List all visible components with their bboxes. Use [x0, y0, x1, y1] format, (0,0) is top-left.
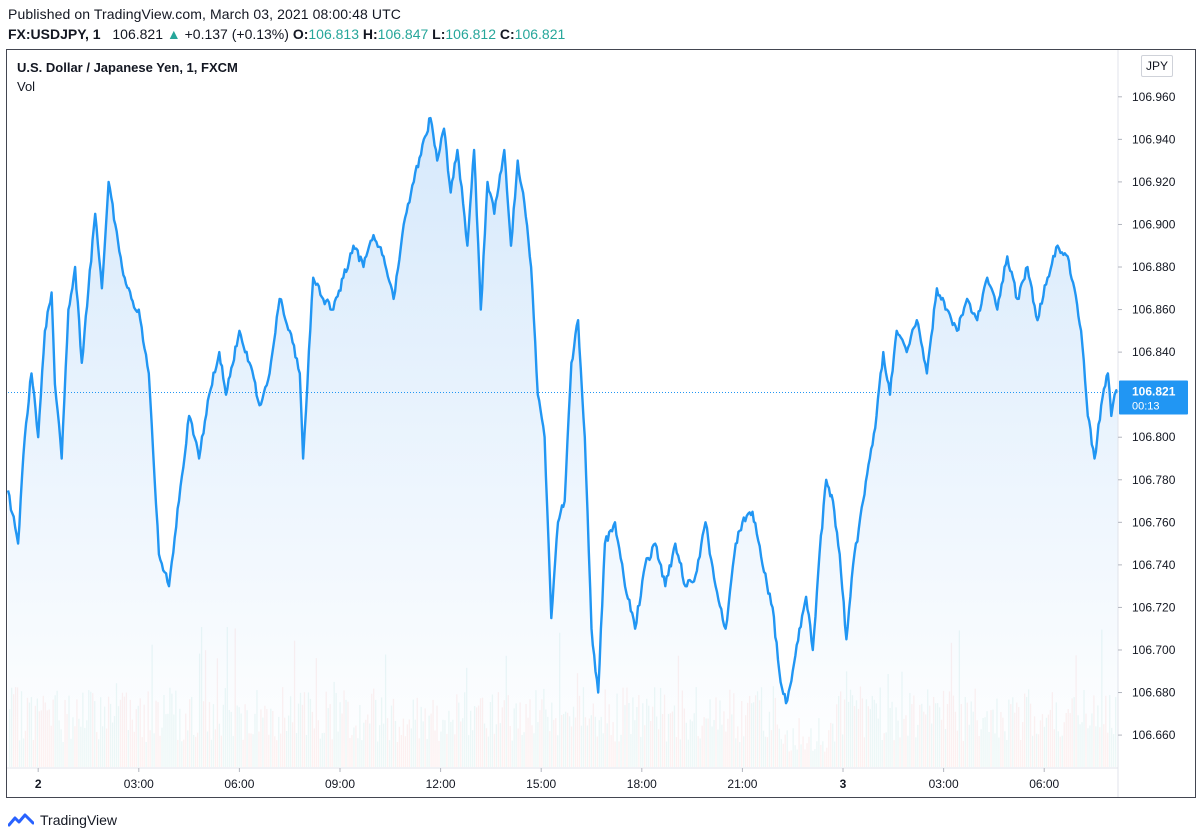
legend-title: U.S. Dollar / Japanese Yen, 1, FXCM [17, 60, 238, 75]
change-value: +0.137 (+0.13%) [184, 26, 289, 42]
high-value: 106.847 [377, 26, 429, 42]
y-tick-label: 106.860 [1132, 303, 1176, 317]
last-price-label: 106.821 [1132, 385, 1176, 399]
y-tick-label: 106.800 [1132, 430, 1176, 444]
y-tick-label: 106.680 [1132, 686, 1176, 700]
x-tick-label: 03:00 [124, 777, 154, 791]
x-tick-label: 15:00 [526, 777, 556, 791]
y-tick-label: 106.720 [1132, 600, 1176, 614]
y-tick-label: 106.660 [1132, 728, 1176, 742]
x-tick-label: 12:00 [426, 777, 456, 791]
low-value: 106.812 [445, 26, 496, 42]
x-tick-label: 3 [840, 777, 847, 791]
open-label: O: [292, 26, 309, 42]
quote-line: FX:USDJPY, 1 106.821 ▲ +0.137 (+0.13%) O… [8, 26, 565, 42]
y-tick-label: 106.760 [1132, 515, 1176, 529]
change-arrow-icon: ▲ [166, 26, 181, 42]
x-tick-label: 2 [35, 777, 42, 791]
open-value: 106.813 [308, 26, 359, 42]
currency-button[interactable]: JPY [1141, 55, 1173, 77]
x-tick-label: 03:00 [929, 777, 959, 791]
x-tick-label: 18:00 [627, 777, 657, 791]
close-value: 106.821 [514, 26, 566, 42]
area-layer [8, 118, 1118, 768]
y-tick-label: 106.780 [1132, 473, 1176, 487]
axis-layer: 106.660 106.680 106.700 106.720 106.740 106.7… [7, 50, 1188, 797]
tradingview-logo-icon [8, 813, 34, 827]
y-tick-label: 106.900 [1132, 217, 1176, 231]
y-tick-label: 106.700 [1132, 643, 1176, 657]
x-tick-label: 06:00 [224, 777, 254, 791]
price-area [8, 118, 1118, 768]
last-price: 106.821 [112, 26, 163, 42]
y-tick-label: 106.840 [1132, 345, 1176, 359]
y-tick-label: 106.940 [1132, 132, 1176, 146]
price-line [6, 116, 1119, 705]
legend-volume: Vol [17, 79, 36, 94]
y-tick-label: 106.920 [1132, 175, 1176, 189]
tradingview-logo[interactable]: TradingView [8, 808, 117, 832]
published-info: Published on TradingView.com, March 03, … [8, 6, 402, 22]
last-price-box [1119, 380, 1188, 415]
x-tick-label: 09:00 [325, 777, 355, 791]
x-tick-label: 06:00 [1029, 777, 1059, 791]
y-tick-label: 106.740 [1132, 558, 1176, 572]
tradingview-brand: TradingView [40, 812, 118, 828]
close-label: C: [499, 26, 515, 42]
x-tick-label: 21:00 [727, 777, 757, 791]
line-layer [6, 116, 1119, 705]
y-tick-label: 106.880 [1132, 260, 1176, 274]
symbol-label: FX:USDJPY, 1 [8, 26, 101, 42]
low-label: L: [432, 26, 446, 42]
countdown-label: 00:13 [1132, 401, 1160, 413]
high-label: H: [362, 26, 378, 42]
y-tick-label: 106.960 [1132, 90, 1176, 104]
